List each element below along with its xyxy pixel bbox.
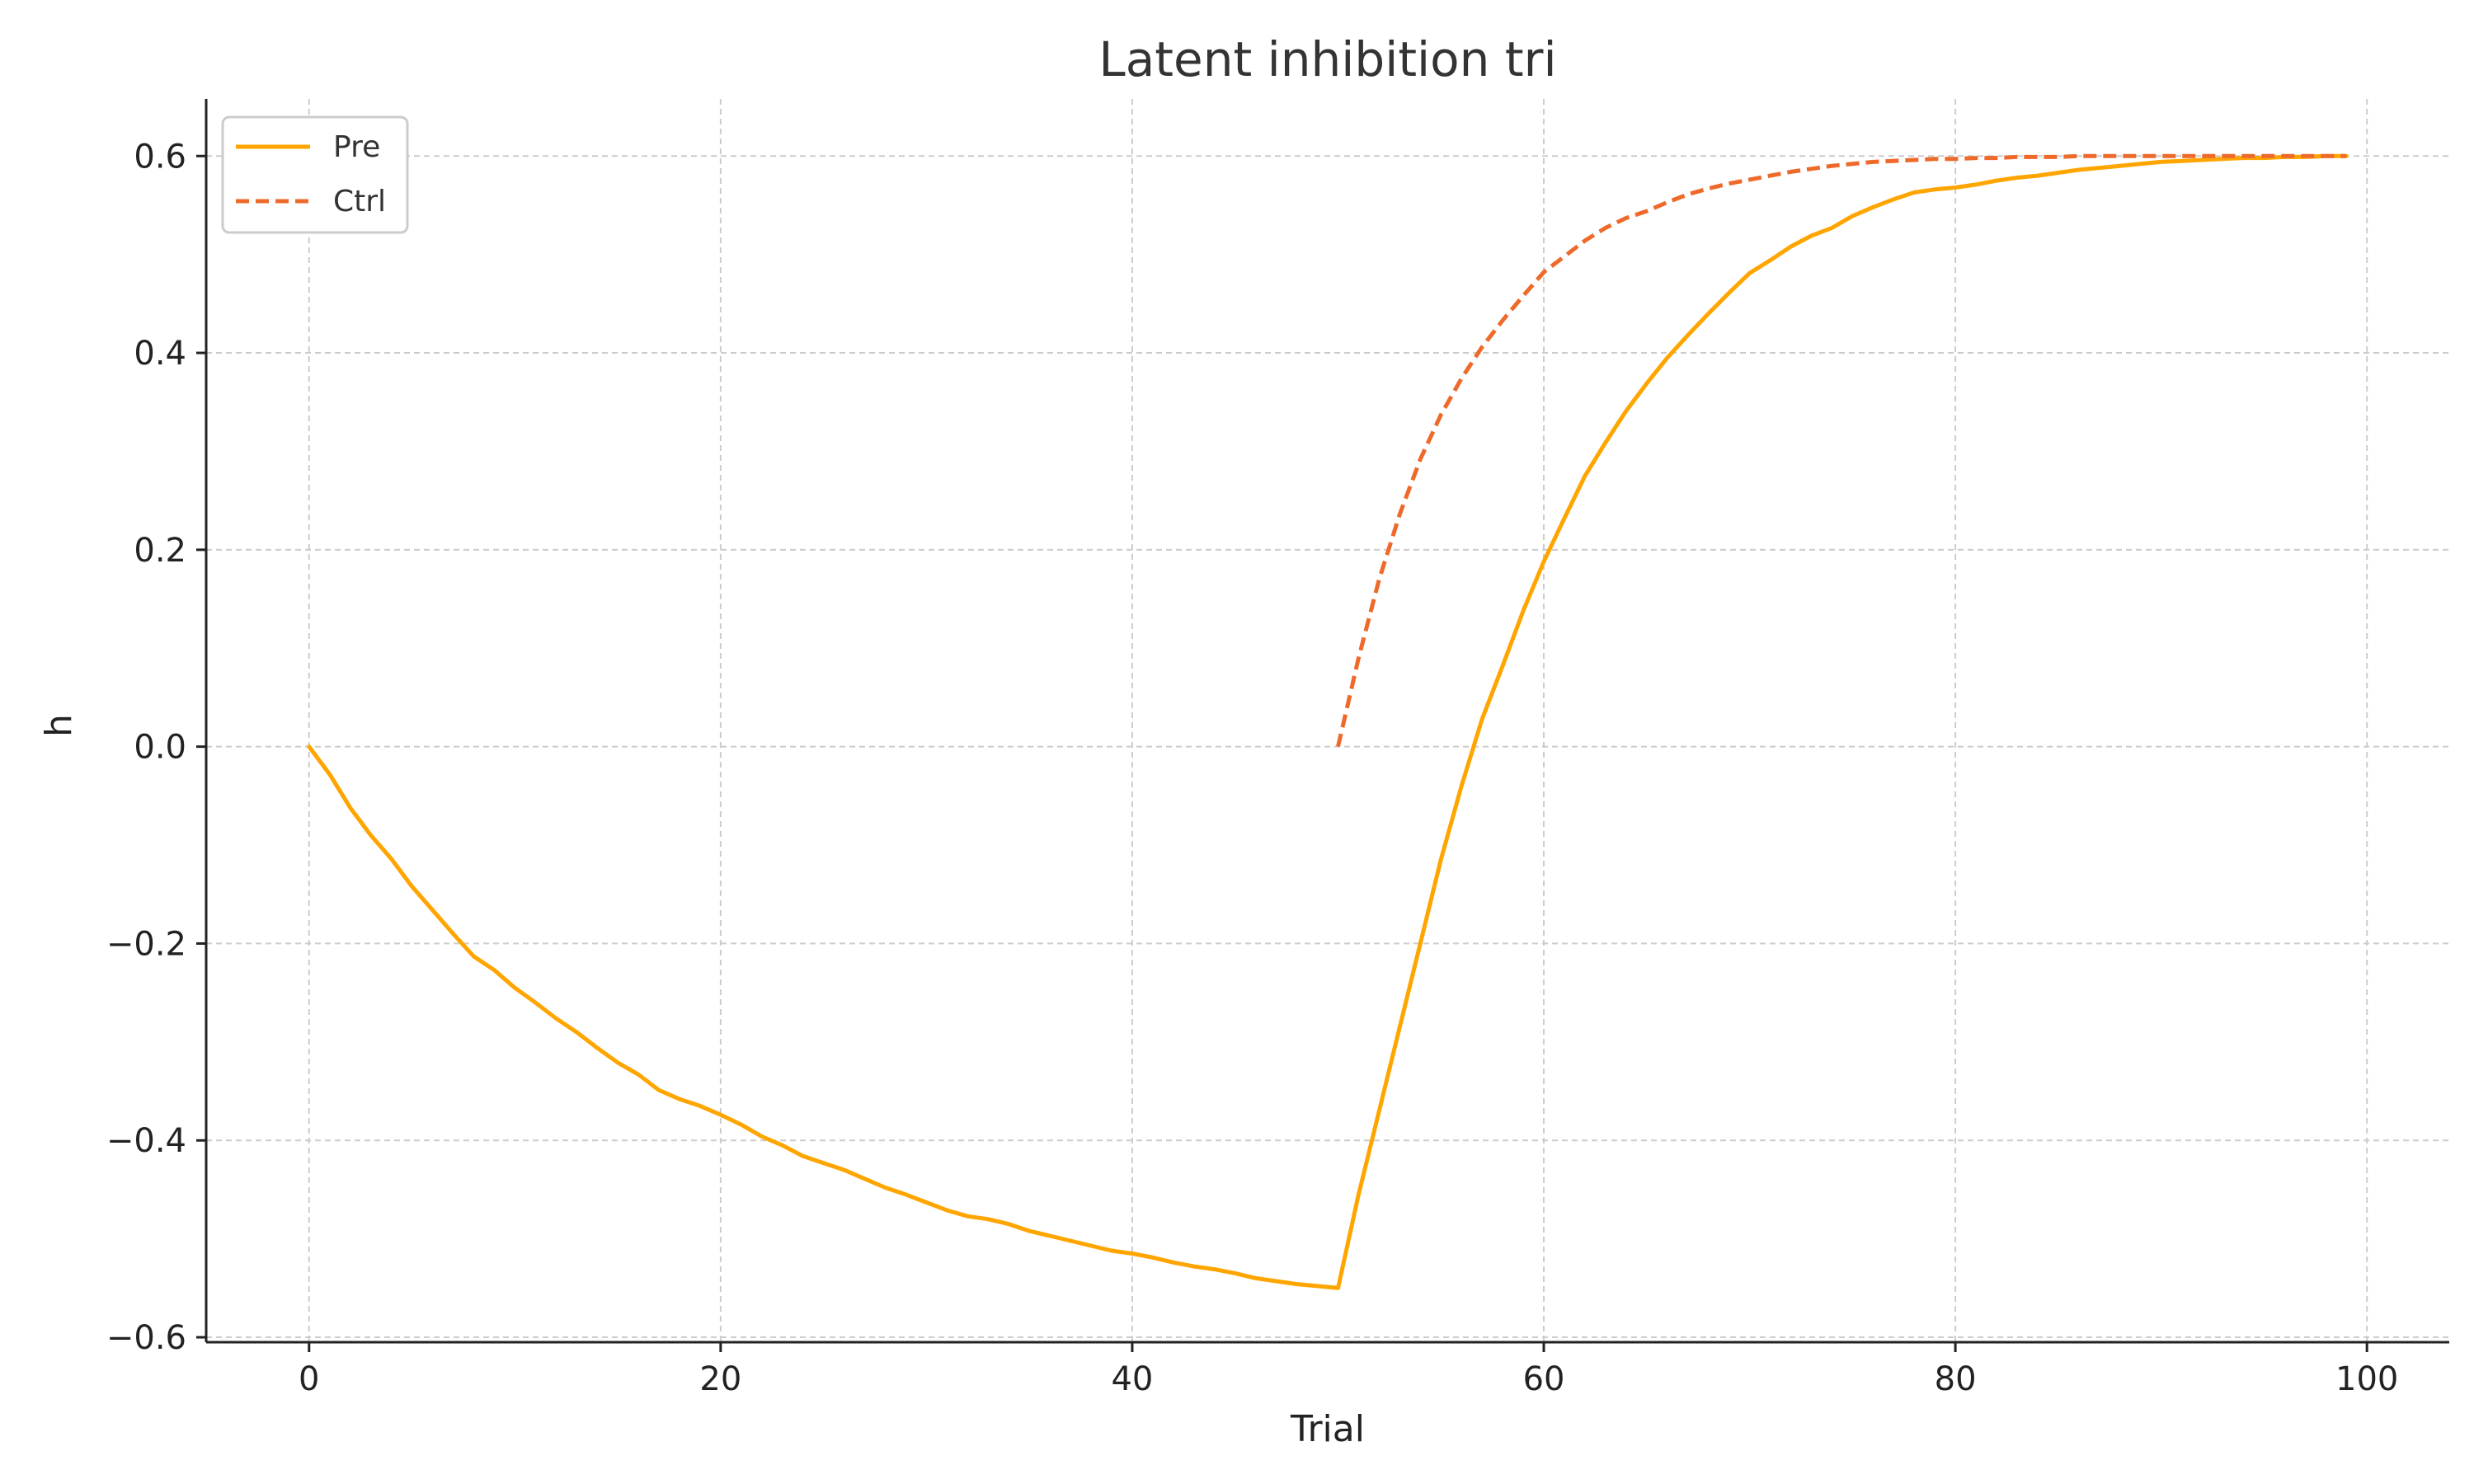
- y-tick-label: 0.4: [134, 335, 186, 373]
- series-lines: [307, 153, 2349, 1290]
- x-tick-label: 100: [2335, 1360, 2398, 1398]
- series-line-ctrl: [1336, 153, 2347, 748]
- axes: [205, 99, 2449, 1344]
- x-tick-label: 40: [1111, 1360, 1153, 1398]
- series-line-pre: [307, 153, 2349, 1290]
- x-tick-label: 0: [299, 1360, 319, 1398]
- ticks: 0 20 40 60 80 100 −0.6 −0.4 −0.2 0.0 0.2 0.4 0.6: [106, 138, 2399, 1398]
- grid-lines: [206, 99, 2449, 1342]
- x-axis-label: Trial: [1290, 1408, 1365, 1450]
- legend-label-ctrl: Ctrl: [333, 185, 386, 218]
- y-tick-label: 0.6: [134, 138, 186, 176]
- x-tick-label: 20: [699, 1360, 741, 1398]
- y-tick-label: −0.6: [106, 1319, 186, 1357]
- y-tick-label: 0.0: [134, 729, 186, 767]
- y-tick-label: −0.4: [106, 1122, 186, 1160]
- legend-label-pre: Pre: [333, 130, 380, 164]
- chart-title: Latent inhibition tri: [1098, 31, 1556, 87]
- x-tick-label: 60: [1523, 1360, 1565, 1398]
- y-axis-label: h: [38, 714, 80, 737]
- y-tick-label: −0.2: [106, 925, 186, 963]
- legend: Pre Ctrl: [221, 115, 409, 234]
- x-tick-label: 80: [1935, 1360, 1977, 1398]
- y-tick-label: 0.2: [134, 532, 186, 570]
